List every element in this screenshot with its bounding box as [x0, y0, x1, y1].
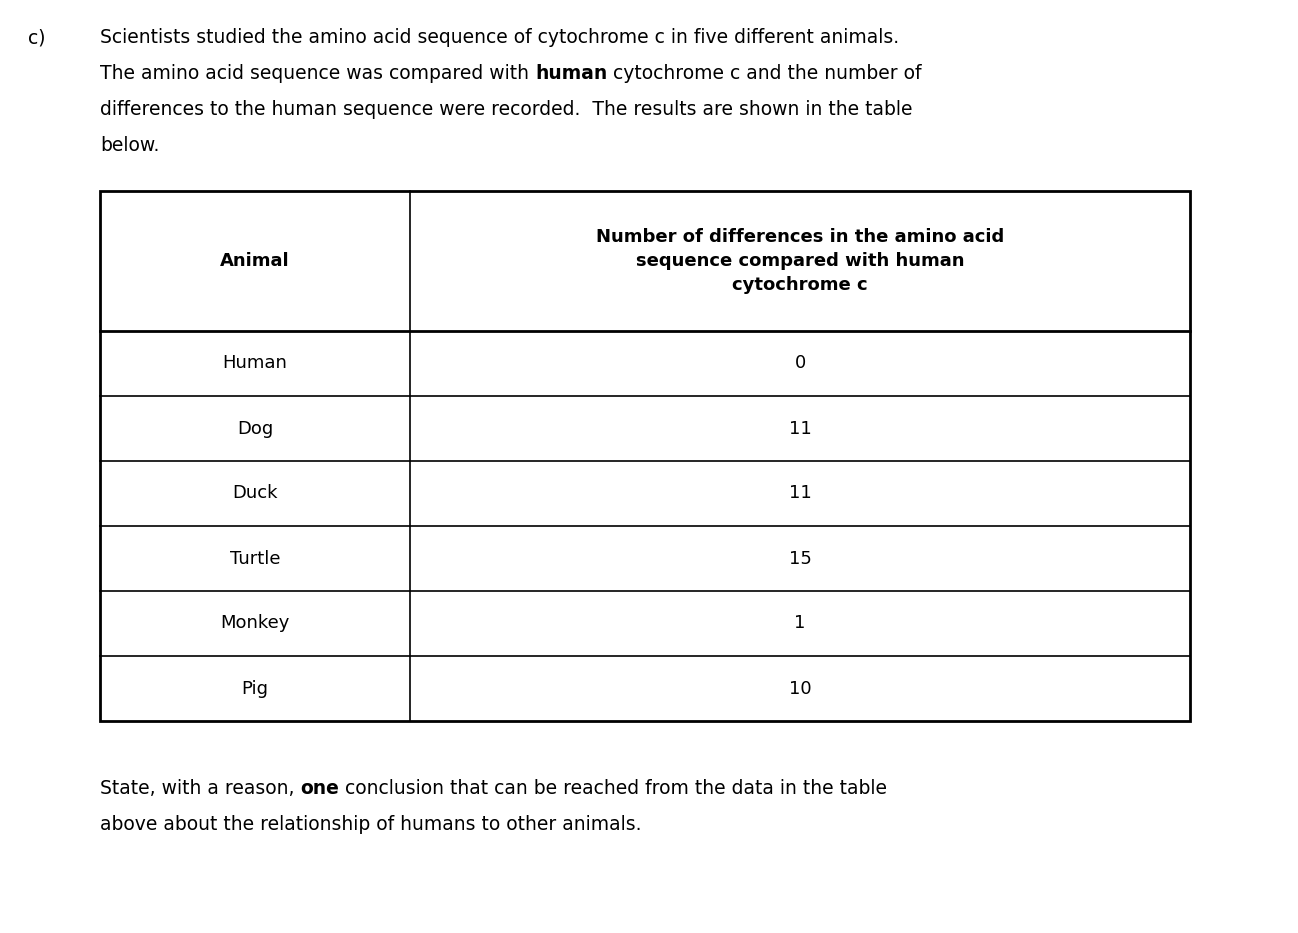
Text: Human: Human — [222, 355, 287, 372]
Text: 1: 1 — [794, 615, 806, 633]
Text: 15: 15 — [789, 550, 811, 567]
Bar — [100, 191, 1190, 721]
Text: cytochrome c: cytochrome c — [732, 276, 868, 294]
Text: 11: 11 — [789, 484, 811, 503]
Text: Monkey: Monkey — [221, 615, 289, 633]
Text: Pig: Pig — [241, 679, 269, 698]
Text: Turtle: Turtle — [230, 550, 280, 567]
Text: State, with a reason,: State, with a reason, — [100, 779, 301, 798]
Text: Scientists studied the amino acid sequence of cytochrome c in five different ani: Scientists studied the amino acid sequen… — [100, 28, 900, 47]
Text: 11: 11 — [789, 420, 811, 438]
Text: Dog: Dog — [236, 420, 273, 438]
Text: conclusion that can be reached from the data in the table: conclusion that can be reached from the … — [339, 779, 888, 798]
Text: differences to the human sequence were recorded.  The results are shown in the t: differences to the human sequence were r… — [100, 100, 912, 119]
Text: c): c) — [29, 28, 45, 47]
Text: Animal: Animal — [221, 252, 289, 270]
Text: human: human — [535, 64, 607, 83]
Text: Duck: Duck — [232, 484, 278, 503]
Text: one: one — [301, 779, 339, 798]
Text: Number of differences in the amino acid: Number of differences in the amino acid — [596, 228, 1005, 246]
Text: cytochrome c and the number of: cytochrome c and the number of — [607, 64, 922, 83]
Text: The amino acid sequence was compared with: The amino acid sequence was compared wit… — [100, 64, 535, 83]
Text: 10: 10 — [789, 679, 811, 698]
Text: above about the relationship of humans to other animals.: above about the relationship of humans t… — [100, 815, 641, 834]
Text: below.: below. — [100, 136, 160, 155]
Text: sequence compared with human: sequence compared with human — [636, 252, 964, 270]
Text: 0: 0 — [794, 355, 806, 372]
